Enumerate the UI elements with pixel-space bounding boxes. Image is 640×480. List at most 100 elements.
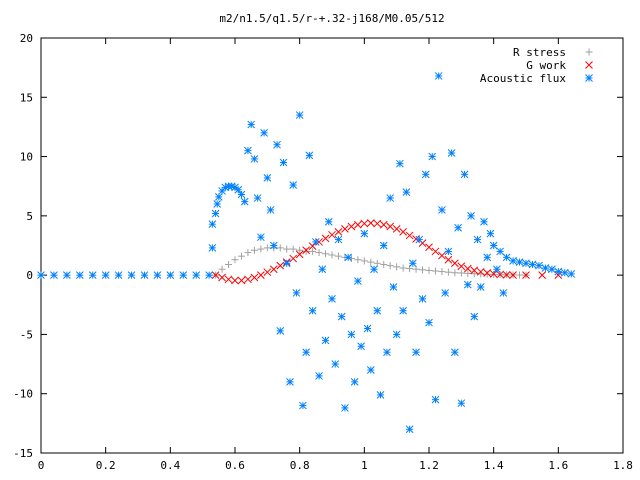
data-point (457, 262, 466, 271)
data-point (50, 271, 58, 279)
data-point (399, 306, 407, 315)
data-point (464, 269, 472, 277)
data-point (247, 120, 256, 129)
data-point (476, 283, 485, 291)
data-point (354, 220, 362, 229)
x-tick-label: 0.2 (96, 459, 116, 472)
data-point (386, 262, 394, 270)
data-point (415, 235, 424, 244)
data-point (493, 265, 501, 274)
chart-title: m2/n1.5/q1.5/r-+.32-j168/M0.05/512 (219, 12, 444, 25)
data-point (528, 260, 537, 269)
data-point (470, 312, 479, 321)
data-point (302, 348, 310, 357)
data-point (192, 271, 201, 279)
data-point (231, 256, 239, 264)
x-tick-label: 1.2 (419, 459, 439, 472)
data-point (263, 174, 272, 182)
data-point (231, 276, 239, 285)
y-tick-label: 5 (26, 210, 33, 223)
data-point (308, 242, 317, 250)
data-point (463, 280, 472, 289)
data-point (379, 220, 388, 229)
data-point (473, 235, 482, 244)
data-point (282, 259, 291, 268)
data-point (263, 244, 271, 252)
data-point (266, 206, 275, 214)
data-point (412, 348, 420, 357)
data-point (393, 263, 401, 271)
x-tick-label: 1.8 (613, 459, 633, 472)
data-point (370, 265, 378, 274)
data-point (412, 235, 420, 243)
data-point (396, 159, 404, 168)
data-point (548, 265, 556, 274)
data-point (515, 258, 524, 266)
data-point (389, 283, 398, 291)
data-point (425, 266, 433, 274)
legend-marker (585, 74, 593, 82)
data-point (114, 271, 123, 279)
data-point (402, 188, 411, 196)
data-point (350, 378, 359, 386)
data-point (240, 197, 249, 206)
data-point (425, 243, 433, 252)
data-point (509, 271, 517, 279)
data-point (324, 217, 333, 226)
y-tick-label: -5 (20, 328, 33, 341)
data-point (535, 261, 543, 270)
data-point (311, 238, 320, 246)
data-point (334, 228, 343, 236)
data-point (213, 200, 222, 208)
y-tick-label: 0 (26, 269, 33, 282)
data-point (447, 149, 456, 157)
data-point (302, 247, 310, 255)
data-point (354, 256, 362, 264)
data-point (101, 271, 110, 279)
data-point (140, 271, 149, 279)
data-point (431, 267, 439, 275)
data-point (321, 234, 330, 243)
y-tick-label: -10 (13, 388, 33, 401)
data-point (321, 336, 330, 345)
data-point (554, 267, 563, 276)
legend-marker (585, 48, 593, 56)
data-point (295, 250, 304, 259)
data-point (457, 269, 465, 277)
data-point (554, 271, 563, 279)
data-point (318, 265, 327, 274)
x-tick-label: 0.4 (160, 459, 180, 472)
data-point (438, 251, 446, 260)
data-point (366, 219, 375, 227)
data-point (308, 306, 317, 315)
data-point (354, 277, 362, 285)
data-point (560, 268, 569, 277)
legend-label: R stress (513, 46, 566, 59)
data-point (457, 399, 466, 408)
data-point (441, 289, 450, 297)
data-point (257, 233, 265, 242)
y-tick-label: -15 (13, 447, 33, 460)
data-point (328, 295, 336, 303)
data-point (331, 360, 340, 368)
data-point (483, 270, 491, 278)
data-point (431, 395, 440, 404)
x-tick-label: 0.8 (290, 459, 310, 472)
data-point (383, 348, 391, 357)
data-point (360, 229, 369, 238)
data-point (244, 275, 252, 284)
data-point (367, 258, 375, 266)
data-point (567, 270, 576, 278)
data-point (496, 270, 504, 279)
data-point (208, 220, 217, 229)
data-point (516, 271, 524, 279)
x-tick-label: 0 (38, 459, 45, 472)
data-point (376, 391, 385, 399)
data-point (405, 425, 414, 434)
data-point (451, 259, 459, 268)
x-tick-label: 0.6 (225, 459, 245, 472)
series-acoustic-flux (37, 72, 576, 434)
data-point (295, 111, 304, 119)
x-tick-label: 1.6 (548, 459, 568, 472)
data-point (315, 372, 323, 380)
